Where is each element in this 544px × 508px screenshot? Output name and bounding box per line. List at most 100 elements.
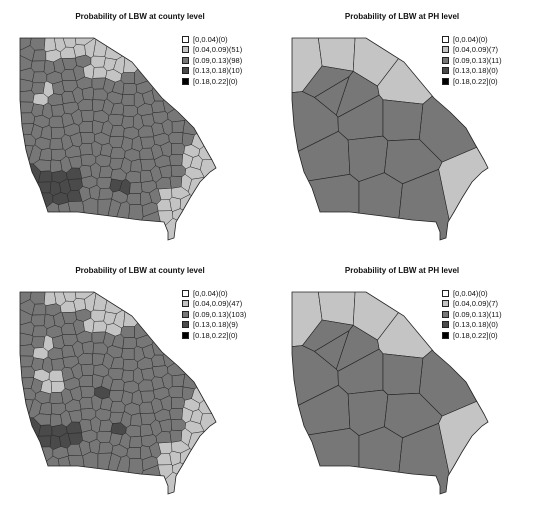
- county-region: [80, 363, 95, 376]
- county-region: [169, 429, 183, 443]
- county-region: [182, 335, 216, 390]
- county-region: [20, 355, 34, 368]
- county-region: [20, 101, 34, 114]
- county-region: [123, 292, 171, 327]
- map-panel-ph-1: Probability of LBW at PH level [0,0.04)(…: [272, 0, 544, 254]
- county-region: [110, 147, 126, 159]
- legend-item: [0.18,0.22](0): [442, 76, 502, 87]
- county-region: [20, 417, 41, 452]
- county-region: [140, 113, 155, 127]
- county-region: [49, 137, 64, 150]
- county-region: [79, 143, 93, 156]
- county-region: [32, 303, 47, 316]
- county-region: [96, 177, 112, 189]
- county-region: [80, 109, 95, 122]
- county-region: [168, 132, 184, 144]
- county-region: [97, 198, 112, 240]
- legend-swatch: [182, 67, 189, 75]
- county-region: [140, 367, 155, 381]
- county-region: [169, 154, 184, 166]
- panel-title: Probability of LBW at county level: [75, 12, 205, 21]
- legend-item: [0.18,0.22](0): [182, 330, 246, 341]
- county-region: [169, 408, 184, 420]
- county-region: [43, 292, 57, 306]
- legend-label: [0.04,0.09)(51): [193, 45, 243, 55]
- county-region: [48, 115, 64, 128]
- legend-label: [0.13,0.18)(9): [193, 320, 239, 330]
- legend-item: [0.04,0.09)(47): [182, 299, 246, 310]
- legend-label: [0.18,0.22](0): [193, 330, 238, 340]
- county-region: [122, 337, 138, 349]
- county-region: [200, 159, 216, 188]
- county-region: [32, 325, 48, 338]
- legend-label: [0.09,0.13)(103): [193, 309, 247, 319]
- county-region: [90, 309, 106, 322]
- county-region: [130, 412, 143, 427]
- legend: [0,0.04)(0) [0.04,0.09)(47) [0.09,0.13)(…: [182, 288, 246, 341]
- legend-item: [0.09,0.13)(11): [442, 309, 502, 320]
- legend-label: [0,0.04)(0): [193, 34, 228, 44]
- county-region: [80, 132, 96, 144]
- county-region: [38, 170, 53, 183]
- county-region: [98, 419, 113, 432]
- legend-swatch: [182, 46, 189, 54]
- county-region: [98, 165, 113, 178]
- county-region: [20, 134, 37, 147]
- legend-label: [0.13,0.18)(10): [193, 66, 243, 76]
- county-region: [78, 121, 94, 133]
- county-region: [104, 292, 142, 314]
- legend-label: [0.09,0.13)(11): [453, 309, 502, 319]
- county-region: [179, 448, 216, 480]
- legend: [0,0.04)(0) [0.04,0.09)(51) [0.09,0.13)(…: [182, 34, 242, 87]
- county-region: [129, 435, 143, 448]
- legend-swatch: [442, 77, 449, 85]
- county-region: [51, 104, 65, 117]
- legend-swatch: [442, 46, 449, 54]
- legend-item: [0,0.04)(0): [182, 288, 246, 299]
- legend-item: [0.04,0.09)(7): [442, 299, 502, 310]
- county-region: [80, 386, 96, 398]
- legend-swatch: [182, 35, 189, 43]
- county-region: [121, 348, 135, 361]
- legend-swatch: [182, 310, 189, 318]
- county-region: [122, 83, 138, 95]
- legend-label: [0.18,0.22](0): [453, 330, 498, 340]
- legend-swatch: [182, 321, 189, 329]
- county-region: [48, 369, 64, 382]
- legend-swatch: [442, 321, 449, 329]
- county-region: [188, 431, 216, 466]
- legend-label: [0.09,0.13)(11): [453, 55, 502, 65]
- legend: [0,0.04)(0) [0.04,0.09)(7) [0.09,0.13)(1…: [442, 288, 502, 341]
- state-outline: [19, 291, 217, 495]
- county-region: [98, 187, 114, 200]
- county-region: [123, 38, 171, 73]
- legend-swatch: [182, 300, 189, 308]
- county-region: [38, 424, 53, 437]
- county-region: [92, 66, 108, 79]
- legend-swatch: [442, 56, 449, 64]
- county-region: [31, 336, 46, 349]
- panel-title: Probability of LBW at PH level: [344, 266, 460, 275]
- state-outline: [291, 291, 489, 495]
- ph-district-region: [317, 292, 356, 326]
- ph-district-region: [358, 172, 403, 240]
- legend-label: [0,0.04)(0): [453, 34, 488, 44]
- legend-item: [0,0.04)(0): [182, 34, 242, 45]
- county-region: [20, 90, 35, 103]
- legend-item: [0.18,0.22](0): [442, 330, 502, 341]
- legend-item: [0.18,0.22](0): [182, 76, 242, 87]
- county-region: [126, 193, 142, 205]
- legend-swatch: [442, 67, 449, 75]
- legend-item: [0.04,0.09)(7): [442, 45, 502, 56]
- legend-label: [0,0.04)(0): [453, 288, 488, 298]
- county-region: [20, 112, 36, 125]
- county-region: [98, 441, 114, 454]
- legend-item: [0.09,0.13)(103): [182, 309, 246, 320]
- county-region: [32, 49, 47, 62]
- county-region: [31, 82, 46, 95]
- panel-title: Probability of LBW at PH level: [344, 12, 460, 21]
- county-region: [121, 115, 134, 129]
- county-region: [179, 194, 216, 226]
- county-region: [104, 38, 142, 60]
- county-region: [191, 120, 216, 150]
